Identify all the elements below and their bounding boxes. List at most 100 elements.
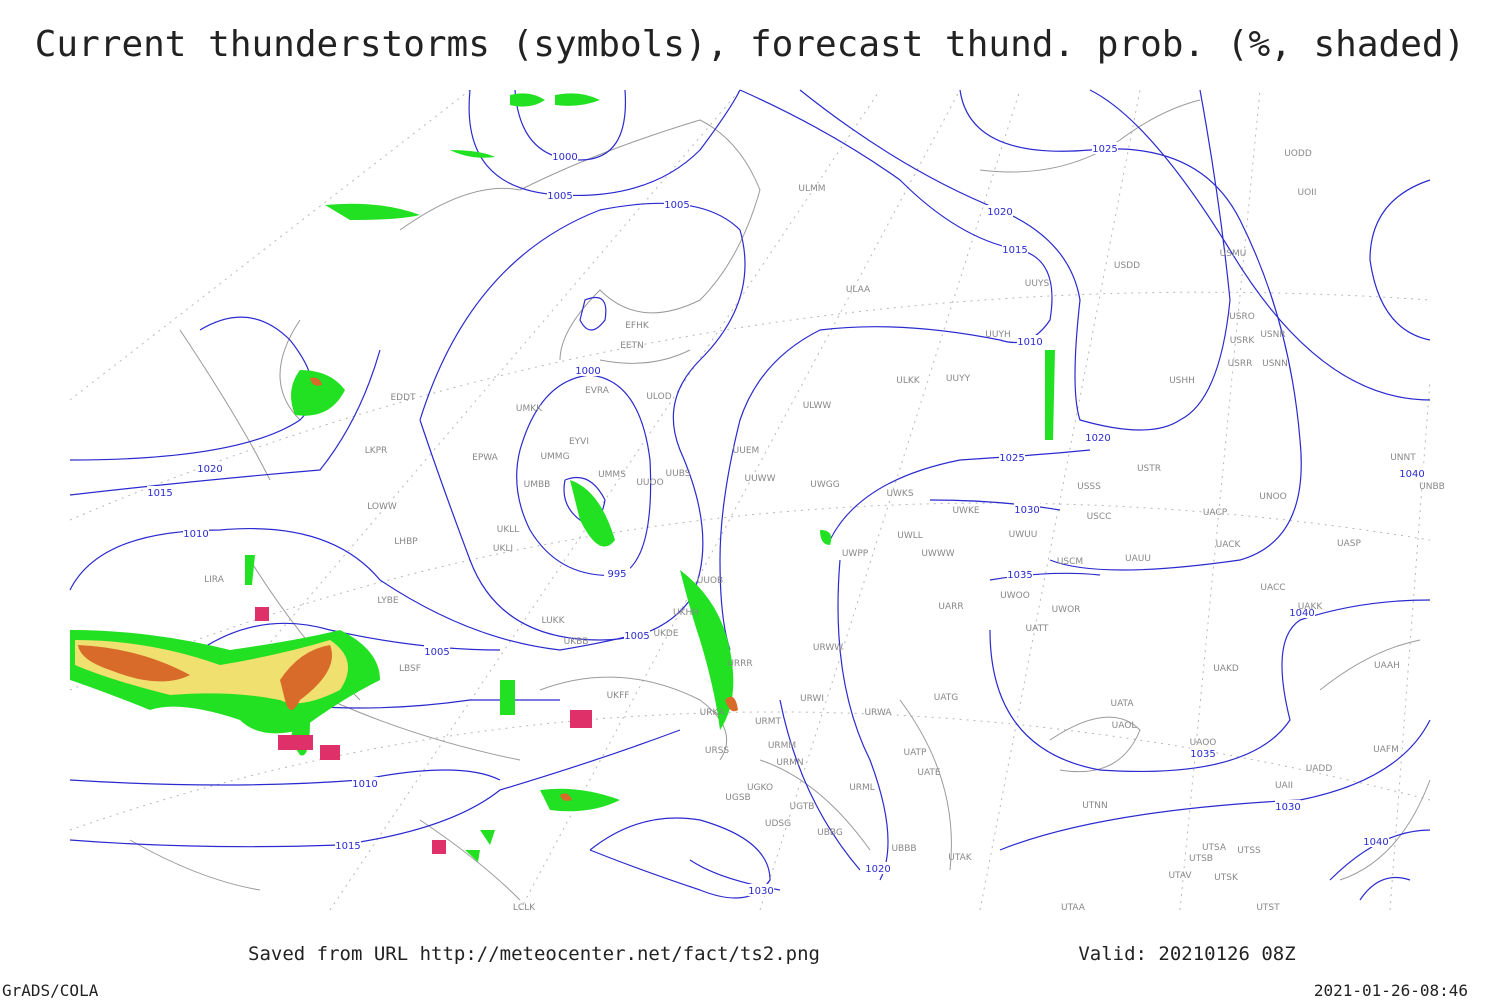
- station-label: URMT: [755, 717, 782, 727]
- station-label: URML: [849, 783, 875, 793]
- isobar-label-bg: [748, 884, 774, 896]
- station-label: UMBB: [524, 480, 551, 490]
- isobar-label: 1010: [1017, 337, 1042, 348]
- station-label: UMMG: [540, 452, 569, 462]
- station-label: UTSB: [1189, 854, 1213, 864]
- station-label: UADD: [1306, 764, 1333, 774]
- station-label: ULWW: [803, 401, 832, 411]
- station-label: UWUU: [1009, 530, 1038, 540]
- station-label: UMMS: [598, 470, 626, 480]
- station-label: UAAH: [1374, 661, 1400, 671]
- isobar-label: 1020: [197, 464, 222, 475]
- isobar-label-bg: [1190, 747, 1216, 759]
- station-label: EETN: [620, 341, 644, 351]
- station-label: UAII: [1275, 781, 1293, 791]
- isobar-label: 1015: [147, 488, 172, 499]
- isobar-label: 1010: [183, 529, 208, 540]
- station-label: USRK: [1230, 336, 1256, 346]
- station-label: ULKK: [896, 376, 921, 386]
- isobar-label-bg: [547, 189, 573, 201]
- isobar-label-bg: [183, 527, 209, 539]
- station-label: UUBS: [666, 469, 691, 479]
- station-label: UOII: [1298, 188, 1317, 198]
- station-label: UACK: [1216, 540, 1242, 550]
- station-label: EPWA: [472, 453, 499, 463]
- station-label: UNOO: [1259, 492, 1287, 502]
- station-label: UWGG: [810, 480, 839, 490]
- station-label: UKHH: [673, 608, 699, 618]
- station-label: URKA: [700, 708, 726, 718]
- isobar-label-bg: [1007, 568, 1033, 580]
- station-label: UGSB: [725, 793, 750, 803]
- station-label: LCLK: [513, 903, 536, 913]
- station-label: UATP: [904, 748, 928, 758]
- station-label: UATT: [1026, 624, 1049, 634]
- source-url: Saved from URL http://meteocenter.net/fa…: [248, 943, 820, 965]
- station-label: USSS: [1077, 482, 1101, 492]
- station-label: UAOO: [1190, 738, 1217, 748]
- station-label: ULAA: [846, 285, 871, 295]
- coastlines: [129, 99, 1431, 901]
- station-label: UWOR: [1052, 605, 1081, 615]
- isobar-label-bg: [999, 451, 1025, 463]
- isobar-label-bg: [352, 777, 378, 789]
- station-label: UDSG: [765, 819, 791, 829]
- station-label: ULOD: [646, 392, 671, 402]
- station-label: UKBB: [564, 637, 589, 647]
- station-label: UODD: [1284, 149, 1312, 159]
- probability-shading: [70, 93, 1055, 863]
- station-label: LHBP: [394, 537, 418, 547]
- station-label: UACC: [1260, 583, 1285, 593]
- isobar-label: 1020: [865, 864, 890, 875]
- station-label: UUWW: [745, 474, 776, 484]
- isobar-label: 1005: [424, 647, 449, 658]
- station-label: UUYH: [985, 330, 1010, 340]
- station-label: EDDT: [390, 393, 416, 403]
- station-label: UUEM: [733, 446, 760, 456]
- isobar-label-bg: [1363, 835, 1389, 847]
- title: Current thunderstorms (symbols), forecas…: [35, 24, 1465, 65]
- station-label: URMN: [776, 758, 803, 768]
- station-label: URWA: [864, 708, 892, 718]
- station-label: UAUU: [1125, 554, 1151, 564]
- station-label: UKDE: [653, 629, 678, 639]
- station-label: USRR: [1228, 359, 1253, 369]
- isobar-label-bg: [197, 462, 223, 474]
- station-label: UNBB: [1419, 482, 1445, 492]
- station-label: UWKS: [886, 489, 913, 499]
- isobar-label-bg: [147, 486, 173, 498]
- isobar-label-bg: [865, 862, 891, 874]
- station-label: USMU: [1220, 249, 1247, 259]
- station-label: UUYY: [946, 374, 971, 384]
- station-label: UWLL: [897, 531, 923, 541]
- station-label: URMM: [768, 741, 796, 751]
- isobar-label: 1015: [335, 841, 360, 852]
- station-label: UKLI: [493, 544, 513, 554]
- station-label: UMKK: [516, 404, 543, 414]
- isobar-label-bg: [1085, 431, 1111, 443]
- isobar-label: 1040: [1399, 469, 1424, 480]
- footer: Saved from URL http://meteocenter.net/fa…: [2, 943, 1468, 1000]
- isobar-label: 1010: [352, 779, 377, 790]
- station-label: UTAA: [1061, 903, 1086, 913]
- station-label: USDD: [1114, 261, 1140, 271]
- station-label: UATG: [934, 693, 959, 703]
- isobar-label: 1030: [1014, 505, 1039, 516]
- station-label: URWI: [800, 694, 824, 704]
- isobar-label: 1035: [1007, 570, 1032, 581]
- station-label: LBSF: [399, 664, 421, 674]
- isobar-label-bg: [1399, 467, 1425, 479]
- isobar-label: 1000: [552, 152, 577, 163]
- station-label: UWOO: [1000, 591, 1030, 601]
- isobar-label-bg: [1002, 243, 1028, 255]
- isobar-label-bg: [664, 198, 690, 210]
- station-label: UACP: [1203, 508, 1228, 518]
- station-label: UTAV: [1168, 871, 1192, 881]
- isobar-label-bg: [1275, 800, 1301, 812]
- station-label: UTSA: [1202, 843, 1227, 853]
- timestamp: 2021-01-26-08:46: [1314, 981, 1468, 1000]
- station-label: ULMM: [798, 184, 825, 194]
- isobar-label: 1000: [575, 366, 600, 377]
- isobar-label: 1015: [1002, 245, 1027, 256]
